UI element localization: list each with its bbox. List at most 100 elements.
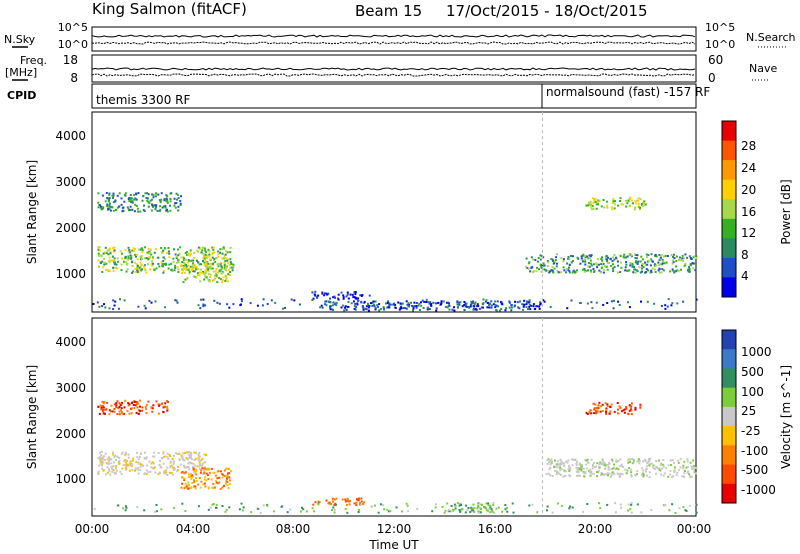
velocity-cell <box>664 504 667 507</box>
power-cell <box>108 261 111 263</box>
power-cell <box>622 255 625 258</box>
power-cell <box>539 258 542 261</box>
power-cell <box>134 271 137 274</box>
velocity-cell <box>630 471 633 474</box>
power-cell <box>133 210 136 213</box>
velocity-cell <box>106 471 109 474</box>
velocity-cell <box>356 498 359 501</box>
power-cell <box>664 307 667 310</box>
velocity-cell <box>199 486 202 489</box>
velocity-cell <box>99 459 102 462</box>
velocity-cell <box>686 458 689 461</box>
velocity-region-5 <box>585 401 642 416</box>
velocity-cell <box>582 510 585 513</box>
power-cell <box>596 201 599 204</box>
power-cell <box>677 259 680 262</box>
power-cell <box>140 258 143 260</box>
velocity-cell <box>648 463 651 466</box>
power-cell <box>446 306 449 309</box>
velocity-cell <box>559 466 562 469</box>
power-cell <box>266 303 269 305</box>
power-cell <box>571 255 574 258</box>
velocity-cell <box>178 459 181 462</box>
velocity-cell <box>371 505 374 508</box>
velocity-cell <box>111 410 114 413</box>
power-cell <box>663 262 666 265</box>
power-cell <box>107 253 110 256</box>
power-cell <box>602 268 605 271</box>
velocity-cell <box>183 479 186 481</box>
velocity-cell <box>657 467 660 470</box>
velocity-cell <box>667 475 670 478</box>
power-cell <box>536 266 538 269</box>
velocity-cell <box>619 474 622 477</box>
power-cell <box>109 250 112 253</box>
power-cell <box>221 266 224 269</box>
velocity-cell <box>597 404 600 407</box>
power-cell <box>107 200 110 203</box>
power-cell <box>365 305 368 308</box>
velocity-cell <box>171 473 174 476</box>
velocity-cell <box>178 452 181 455</box>
power-cell <box>217 271 220 274</box>
power-cell <box>363 300 366 303</box>
power-cell <box>220 261 223 264</box>
power-cell <box>112 209 115 212</box>
power-cell <box>663 255 665 258</box>
velocity-cell <box>545 473 548 476</box>
power-cell <box>158 209 161 212</box>
power-cell <box>556 253 558 256</box>
power-cell <box>667 298 670 301</box>
velocity-cell <box>108 409 111 412</box>
power-cell <box>639 260 642 263</box>
velocity-cell <box>559 458 562 461</box>
power-cell <box>192 259 195 262</box>
velocity-cell <box>122 507 125 510</box>
power-cell <box>588 254 591 257</box>
power-cell <box>547 270 550 273</box>
power-cell <box>154 206 157 209</box>
power-cell <box>620 266 623 269</box>
power-cell <box>172 257 175 260</box>
power-cell <box>637 202 640 205</box>
velocity-cell <box>504 508 507 511</box>
power-cell <box>136 207 139 210</box>
velocity-cell <box>203 478 206 481</box>
velocity-cell <box>600 473 603 475</box>
power-cell <box>219 251 222 254</box>
velocity-cell <box>228 506 231 509</box>
power-cell <box>624 266 627 269</box>
power-cell <box>626 255 629 258</box>
power-cell <box>360 295 363 297</box>
velocity-cell <box>549 466 552 469</box>
velocity-cell <box>188 468 191 471</box>
velocity-cell <box>551 511 554 514</box>
velocity-cell <box>160 508 163 511</box>
power-cell <box>104 306 107 309</box>
power-cell <box>177 254 180 257</box>
power-cell <box>121 206 124 209</box>
power-cell <box>402 307 405 309</box>
velocity-cell <box>115 406 118 408</box>
power-cell <box>638 266 641 269</box>
velocity-cell <box>136 406 139 409</box>
velocity-cell <box>360 497 363 500</box>
power-cell <box>123 299 126 302</box>
velocity-cell <box>632 461 635 464</box>
power-cell <box>148 256 151 259</box>
velocity-cell <box>204 476 207 479</box>
velocity-cell <box>189 473 192 475</box>
velocity-cell <box>597 407 600 410</box>
velocity-cell <box>161 402 163 405</box>
beam-label: Beam 15 <box>355 2 422 20</box>
power-cell <box>215 274 218 277</box>
velocity-cell <box>136 402 139 405</box>
power-cell <box>634 268 636 271</box>
power-cell <box>112 259 115 262</box>
power-cell <box>570 299 573 302</box>
velocity-cell <box>187 487 190 490</box>
velocity-cell <box>608 462 611 465</box>
power-cell <box>151 256 154 259</box>
power-cell <box>407 302 410 305</box>
power-cell <box>147 200 150 203</box>
